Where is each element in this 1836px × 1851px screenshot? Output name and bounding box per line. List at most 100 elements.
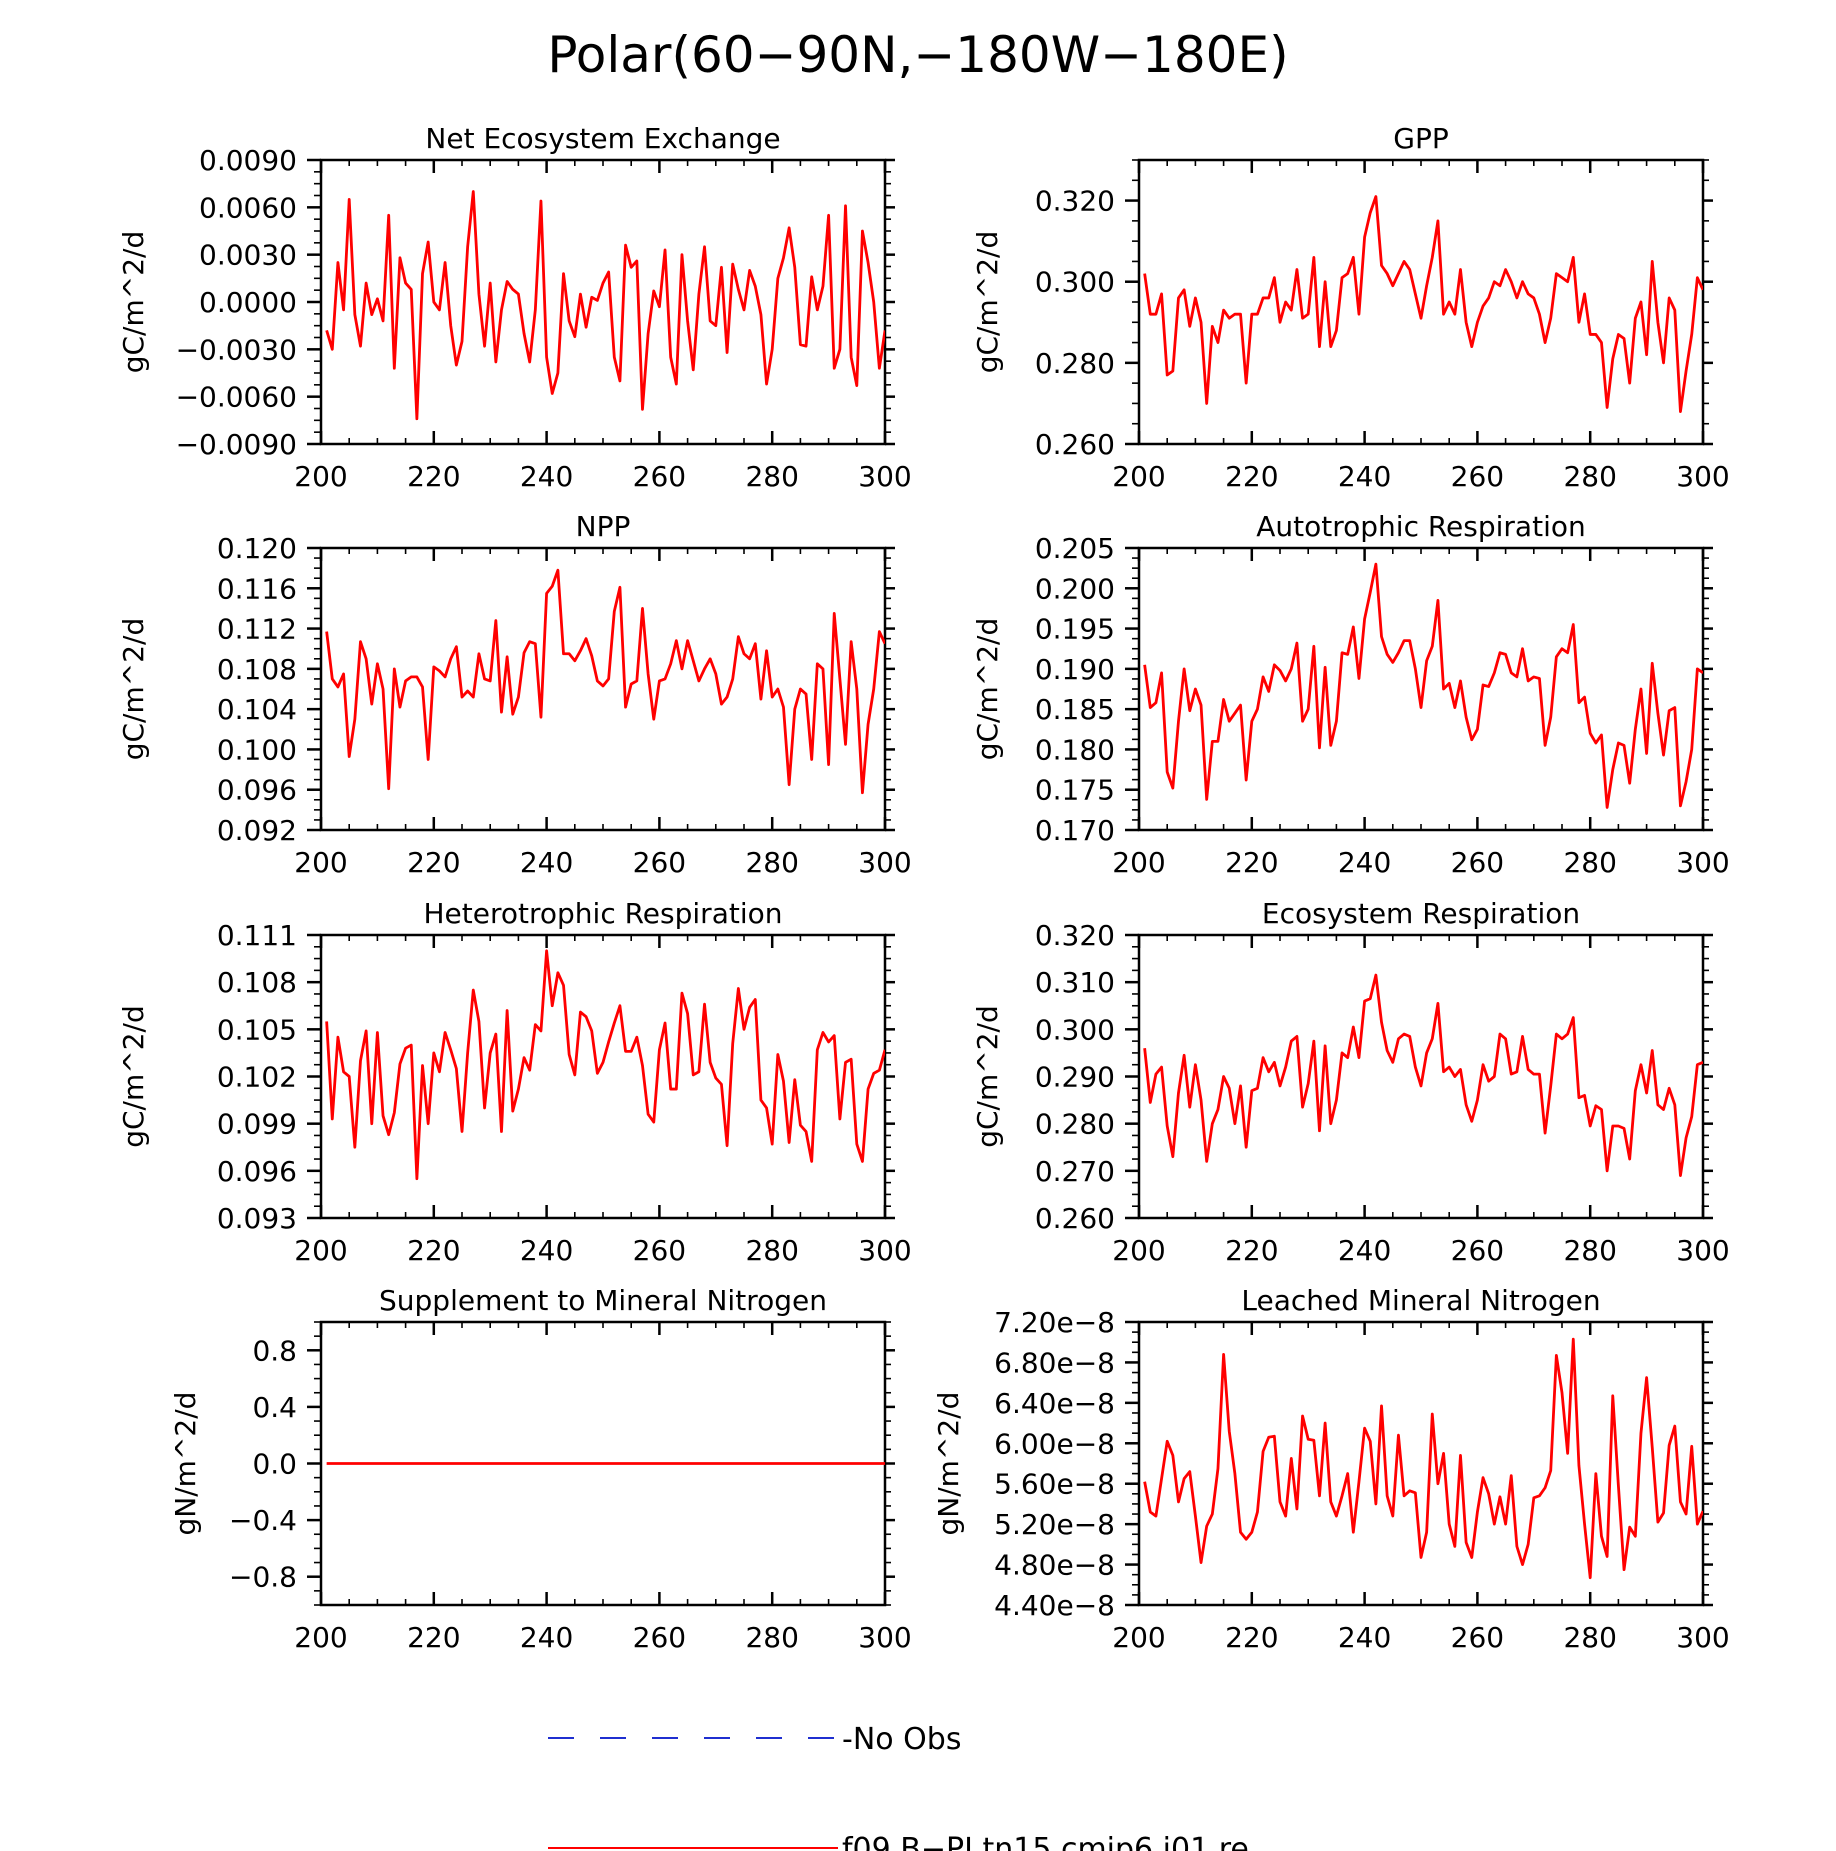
x-tick-label: 200 xyxy=(1112,460,1165,493)
y-tick-label: 0.185 xyxy=(1035,693,1115,726)
x-tick-label: 260 xyxy=(633,460,686,493)
legend-entry: f09.B−PI.tn15.cmip6.j01.re xyxy=(548,1832,1249,1851)
panel-4: Autotrophic Respiration 200 220 240 260 280 30… xyxy=(971,510,1730,879)
y-tick-label: −0.0030 xyxy=(176,333,297,366)
y-axis-label: gC/m^2/d xyxy=(971,1005,1004,1148)
y-tick-label: 4.80e−8 xyxy=(994,1549,1115,1582)
y-tick-label: 0.300 xyxy=(1035,1013,1115,1046)
x-tick-label: 260 xyxy=(1451,1621,1504,1654)
y-tick-label: 0.260 xyxy=(1035,1202,1115,1235)
x-tick-label: 280 xyxy=(745,1621,798,1654)
series-line xyxy=(1143,973,1703,1177)
y-tick-label: 4.40e−8 xyxy=(994,1589,1115,1622)
legend: -No Obs f09.B−PI.tn15.cmip6.j01.re xyxy=(548,1722,1249,1851)
x-tick-label: 220 xyxy=(1225,1621,1278,1654)
y-tick-label: 0.096 xyxy=(217,774,297,807)
x-tick-label: 280 xyxy=(1563,460,1616,493)
x-tick-label: 300 xyxy=(1676,1234,1729,1267)
panel-3: NPP 200 220 240 260 280 300 0.092 0.096 0.100 0.10… xyxy=(117,510,912,879)
x-tick-label: 260 xyxy=(1451,1234,1504,1267)
x-tick-label: 240 xyxy=(520,846,573,879)
y-tick-label: 0.111 xyxy=(217,919,297,952)
y-tick-label: 6.00e−8 xyxy=(994,1427,1115,1460)
y-tick-label: −0.4 xyxy=(229,1504,297,1537)
y-tick-label: 0.280 xyxy=(1035,347,1115,380)
plot-frame xyxy=(319,933,887,1220)
y-tick-label: 0.096 xyxy=(217,1155,297,1188)
y-tick-label: 0.195 xyxy=(1035,613,1115,646)
y-tick-label: 0.093 xyxy=(217,1202,297,1235)
x-tick-label: 200 xyxy=(1112,1234,1165,1267)
x-tick-label: 220 xyxy=(407,846,460,879)
y-tick-label: 0.116 xyxy=(217,572,297,605)
panel-2: GPP 200 220 240 260 280 300 0.260 0.280 0.300 0.32… xyxy=(971,122,1730,493)
x-tick-label: 200 xyxy=(294,460,347,493)
panel-title: Leached Mineral Nitrogen xyxy=(1241,1284,1600,1317)
y-tick-label: 0.108 xyxy=(217,966,297,999)
series-line xyxy=(325,568,885,795)
x-tick-label: 300 xyxy=(1676,846,1729,879)
y-axis-label: gN/m^2/d xyxy=(932,1392,965,1536)
panel-1: Net Ecosystem Exchange 200 220 240 260 280 300… xyxy=(117,122,912,493)
panel-8: Leached Mineral Nitrogen 200 220 240 260 280 3… xyxy=(932,1284,1730,1654)
x-tick-label: 200 xyxy=(1112,1621,1165,1654)
x-tick-label: 200 xyxy=(294,1621,347,1654)
x-tick-label: 220 xyxy=(407,1234,460,1267)
y-tick-label: 0.290 xyxy=(1035,1061,1115,1094)
x-tick-label: 300 xyxy=(858,1234,911,1267)
x-tick-label: 220 xyxy=(1225,1234,1278,1267)
y-tick-label: 0.170 xyxy=(1035,814,1115,847)
y-tick-label: 6.40e−8 xyxy=(994,1387,1115,1420)
y-tick-label: 0.099 xyxy=(217,1108,297,1141)
series-line xyxy=(325,190,885,421)
y-tick-label: 0.320 xyxy=(1035,185,1115,218)
plot-frame xyxy=(319,158,887,446)
x-tick-label: 240 xyxy=(1338,1621,1391,1654)
panel-title: Supplement to Mineral Nitrogen xyxy=(379,1284,827,1317)
x-tick-label: 260 xyxy=(633,1621,686,1654)
x-tick-label: 300 xyxy=(858,1621,911,1654)
y-tick-label: 0.280 xyxy=(1035,1108,1115,1141)
y-tick-label: −0.0060 xyxy=(176,381,297,414)
panel-title: NPP xyxy=(576,510,631,543)
panel-title: GPP xyxy=(1393,122,1448,155)
x-tick-label: 280 xyxy=(1563,846,1616,879)
x-tick-label: 300 xyxy=(1676,460,1729,493)
y-tick-label: 0.8 xyxy=(252,1334,297,1367)
y-tick-label: 0.0060 xyxy=(199,191,297,224)
y-axis-label: gC/m^2/d xyxy=(971,618,1004,761)
x-tick-label: 260 xyxy=(633,1234,686,1267)
y-tick-label: 0.102 xyxy=(217,1061,297,1094)
y-axis-label: gC/m^2/d xyxy=(117,618,150,761)
series-line xyxy=(1143,562,1703,809)
panel-title: Heterotrophic Respiration xyxy=(424,897,783,930)
x-tick-label: 240 xyxy=(520,460,573,493)
y-tick-label: 5.20e−8 xyxy=(994,1508,1115,1541)
x-tick-label: 280 xyxy=(745,1234,798,1267)
y-axis-label: gC/m^2/d xyxy=(971,231,1004,374)
figure-title: Polar(60−90N,−180W−180E) xyxy=(547,26,1288,84)
y-tick-label: 0.108 xyxy=(217,653,297,686)
x-tick-label: 260 xyxy=(633,846,686,879)
y-tick-label: 0.300 xyxy=(1035,266,1115,299)
x-tick-label: 240 xyxy=(1338,460,1391,493)
x-tick-label: 300 xyxy=(1676,1621,1729,1654)
y-tick-label: 0.105 xyxy=(217,1013,297,1046)
panel-title: Autotrophic Respiration xyxy=(1256,510,1585,543)
x-tick-label: 300 xyxy=(858,460,911,493)
y-tick-label: 0.100 xyxy=(217,733,297,766)
y-tick-label: 0.104 xyxy=(217,693,297,726)
y-tick-label: 0.112 xyxy=(217,613,297,646)
y-tick-label: 0.0 xyxy=(252,1448,297,1481)
y-axis-label: gC/m^2/d xyxy=(117,1005,150,1148)
y-tick-label: −0.0090 xyxy=(176,428,297,461)
x-tick-label: 300 xyxy=(858,846,911,879)
x-tick-label: 240 xyxy=(1338,1234,1391,1267)
legend-label: -No Obs xyxy=(842,1722,961,1757)
x-tick-label: 240 xyxy=(1338,846,1391,879)
series-line xyxy=(1143,1337,1703,1580)
y-tick-label: −0.8 xyxy=(229,1561,297,1594)
y-tick-label: 0.0000 xyxy=(199,286,297,319)
panel-title: Ecosystem Respiration xyxy=(1262,897,1580,930)
panels: Net Ecosystem Exchange 200 220 240 260 280 300… xyxy=(117,122,1730,1654)
